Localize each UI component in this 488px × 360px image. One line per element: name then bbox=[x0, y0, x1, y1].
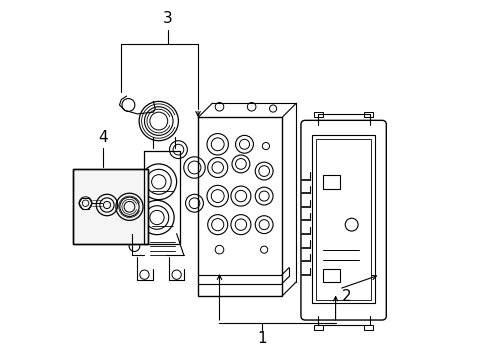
Bar bbox=[364, 112, 372, 117]
Bar bbox=[73, 169, 148, 244]
Bar bbox=[313, 325, 323, 330]
Bar bbox=[323, 269, 340, 282]
Text: 4: 4 bbox=[99, 130, 108, 145]
Bar bbox=[313, 112, 323, 117]
Bar bbox=[198, 117, 282, 296]
Bar bbox=[364, 325, 372, 330]
Bar bbox=[315, 139, 370, 300]
Bar bbox=[312, 135, 374, 303]
Text: 3: 3 bbox=[163, 12, 172, 26]
Text: 2: 2 bbox=[341, 289, 350, 303]
Bar bbox=[323, 175, 340, 189]
Bar bbox=[73, 169, 148, 244]
Text: 1: 1 bbox=[257, 332, 266, 346]
